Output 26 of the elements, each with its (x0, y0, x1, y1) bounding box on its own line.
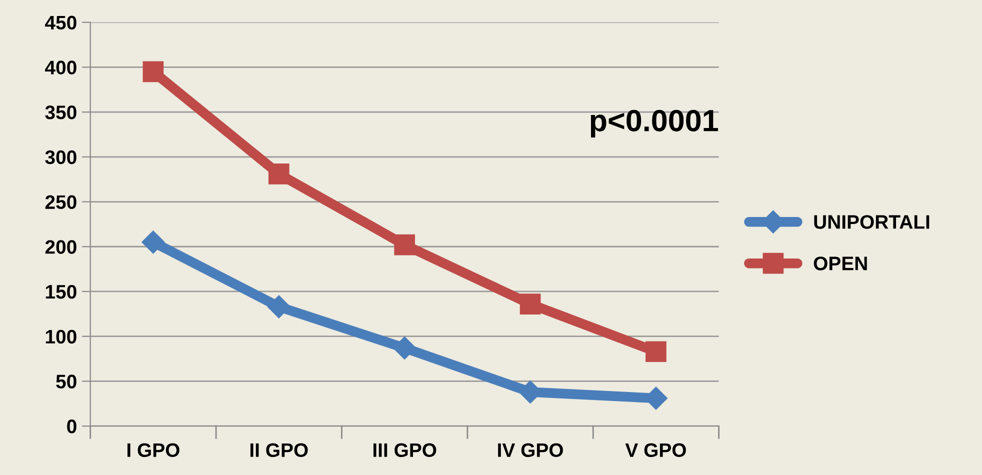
y-tick-label: 300 (45, 150, 76, 164)
y-tick-label: 150 (46, 284, 76, 299)
y-tick-label: 400 (45, 60, 76, 74)
y-tick-label: 250 (45, 195, 76, 210)
point (142, 230, 165, 254)
y-tick-label: 0 (67, 420, 76, 434)
x-tick-label: I GPO (127, 443, 180, 458)
x-tick-label: II GPO (250, 443, 308, 458)
point (393, 336, 416, 360)
annotation: p<0.0001 (590, 110, 718, 138)
point (394, 234, 415, 256)
y-tick-label: 450 (45, 16, 76, 30)
x-tick-label: V GPO (625, 443, 686, 458)
point (142, 61, 164, 82)
x-tick-label: III GPO (373, 443, 436, 458)
legend-label: OPEN (814, 256, 867, 270)
legend-label: UNIPORTALI (814, 215, 930, 229)
point (267, 295, 290, 318)
y-tick-label: 200 (45, 240, 76, 254)
x-tick-label: IV GPO (498, 443, 563, 458)
point (646, 341, 666, 362)
y-tick-label: 50 (56, 374, 76, 388)
point (520, 294, 541, 314)
point (268, 164, 290, 184)
y-tick-label: 100 (46, 330, 76, 344)
y-tick-label: 350 (45, 106, 76, 120)
